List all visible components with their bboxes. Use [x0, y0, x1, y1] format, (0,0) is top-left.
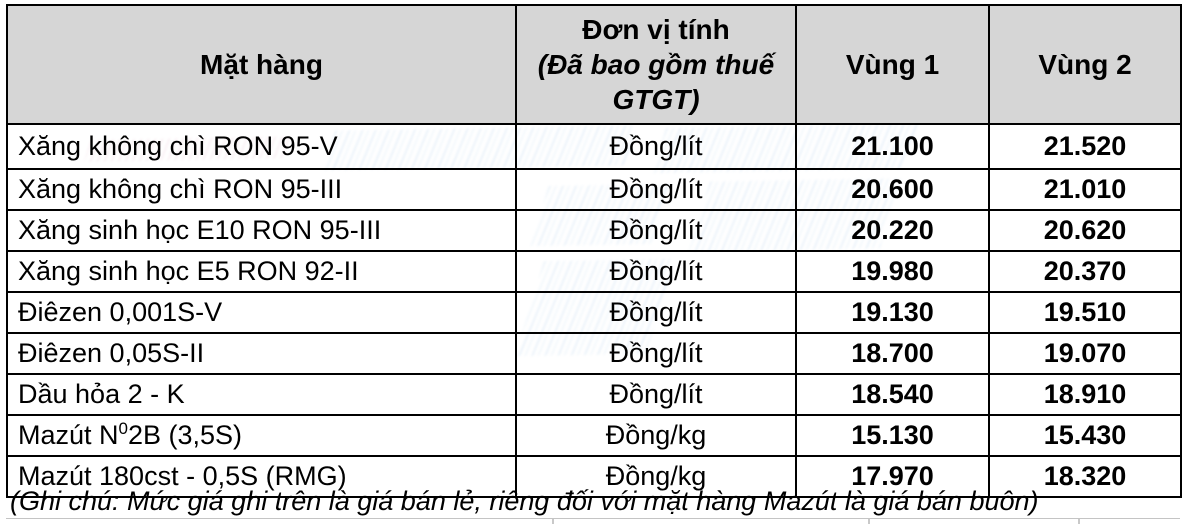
header-region-1-label: Vùng 1 — [845, 49, 940, 80]
region1-cell: 18.700 — [795, 332, 990, 375]
unit-cell: Đồng/kg — [515, 414, 797, 457]
region2-cell: 20.620 — [988, 209, 1182, 252]
table-row: Xăng không chì RON 95-III Đồng/lít 20.60… — [6, 168, 1182, 211]
table-row: Mazút N02B (3,5S) Đồng/kg 15.130 15.430 — [6, 414, 1182, 457]
unit-cell: Đồng/lít — [515, 250, 797, 293]
header-product: Mặt hàng — [6, 4, 517, 125]
unit-cell: Đồng/kg — [515, 455, 797, 498]
table-row: Điêzen 0,05S-II Đồng/lít 18.700 19.070 — [6, 332, 1182, 375]
region1-cell: 19.130 — [795, 291, 990, 334]
table-row: Điêzen 0,001S-V Đồng/lít 19.130 19.510 — [6, 291, 1182, 334]
product-cell: Mazút 180cst - 0,5S (RMG) — [6, 455, 517, 498]
header-region-2: Vùng 2 — [988, 4, 1182, 125]
region2-cell: 18.320 — [988, 455, 1182, 498]
header-unit: Đơn vị tính (Đã bao gồm thuế GTGT) — [515, 4, 797, 125]
region2-cell: 19.510 — [988, 291, 1182, 334]
region2-cell: 21.010 — [988, 168, 1182, 211]
header-region-1: Vùng 1 — [795, 4, 990, 125]
cutoff-gridline — [1078, 519, 1080, 524]
unit-cell: Đồng/lít — [515, 123, 797, 170]
region1-cell: 21.100 — [795, 123, 990, 170]
cutoff-gridline — [868, 519, 870, 524]
table-row: Mazút 180cst - 0,5S (RMG) Đồng/kg 17.970… — [6, 455, 1182, 498]
product-cell: Điêzen 0,05S-II — [6, 332, 517, 375]
product-cell: Xăng sinh học E5 RON 92-II — [6, 250, 517, 293]
region1-cell: 15.130 — [795, 414, 990, 457]
product-cell: Xăng không chì RON 95-III — [6, 168, 517, 211]
table-row: Xăng sinh học E5 RON 92-II Đồng/lít 19.9… — [6, 250, 1182, 293]
product-cell: Xăng sinh học E10 RON 95-III — [6, 209, 517, 252]
table-row: Dầu hỏa 2 - K Đồng/lít 18.540 18.910 — [6, 373, 1182, 416]
header-product-label: Mặt hàng — [200, 49, 323, 80]
header-row: Mặt hàng Đơn vị tính (Đã bao gồm thuế GT… — [6, 4, 1182, 125]
region1-cell: 19.980 — [795, 250, 990, 293]
table-row: Xăng sinh học E10 RON 95-III Đồng/lít 20… — [6, 209, 1182, 252]
product-cell: Điêzen 0,001S-V — [6, 291, 517, 334]
product-superscript: 0 — [118, 419, 128, 438]
product-cell: Xăng không chì RON 95-V — [6, 123, 517, 170]
region2-cell: 20.370 — [988, 250, 1182, 293]
unit-cell: Đồng/lít — [515, 209, 797, 252]
table-row: Xăng không chì RON 95-V Đồng/lít 21.100 … — [6, 123, 1182, 170]
unit-cell: Đồng/lít — [515, 168, 797, 211]
cutoff-gridline — [552, 519, 554, 524]
region2-cell: 21.520 — [988, 123, 1182, 170]
cutoff-gridline — [6, 518, 1180, 519]
region2-cell: 18.910 — [988, 373, 1182, 416]
product-cell: Dầu hỏa 2 - K — [6, 373, 517, 416]
product-text: Mazút N — [18, 420, 119, 450]
region2-cell: 15.430 — [988, 414, 1182, 457]
product-cell: Mazút N02B (3,5S) — [6, 414, 517, 457]
region1-cell: 20.600 — [795, 168, 990, 211]
unit-cell: Đồng/lít — [515, 332, 797, 375]
region1-cell: 18.540 — [795, 373, 990, 416]
region1-cell: 20.220 — [795, 209, 990, 252]
product-text: 2B (3,5S) — [128, 420, 243, 450]
region2-cell: 19.070 — [988, 332, 1182, 375]
unit-cell: Đồng/lít — [515, 373, 797, 416]
fuel-price-table: Mặt hàng Đơn vị tính (Đã bao gồm thuế GT… — [6, 4, 1182, 498]
footnote: (Ghi chú: Mức giá ghi trên là giá bán lẻ… — [10, 486, 1039, 516]
header-unit-subtitle: (Đã bao gồm thuế GTGT) — [537, 49, 775, 115]
unit-cell: Đồng/lít — [515, 291, 797, 334]
header-unit-title: Đơn vị tính — [582, 14, 730, 45]
header-region-2-label: Vùng 2 — [1038, 49, 1132, 80]
region1-cell: 17.970 — [795, 455, 990, 498]
